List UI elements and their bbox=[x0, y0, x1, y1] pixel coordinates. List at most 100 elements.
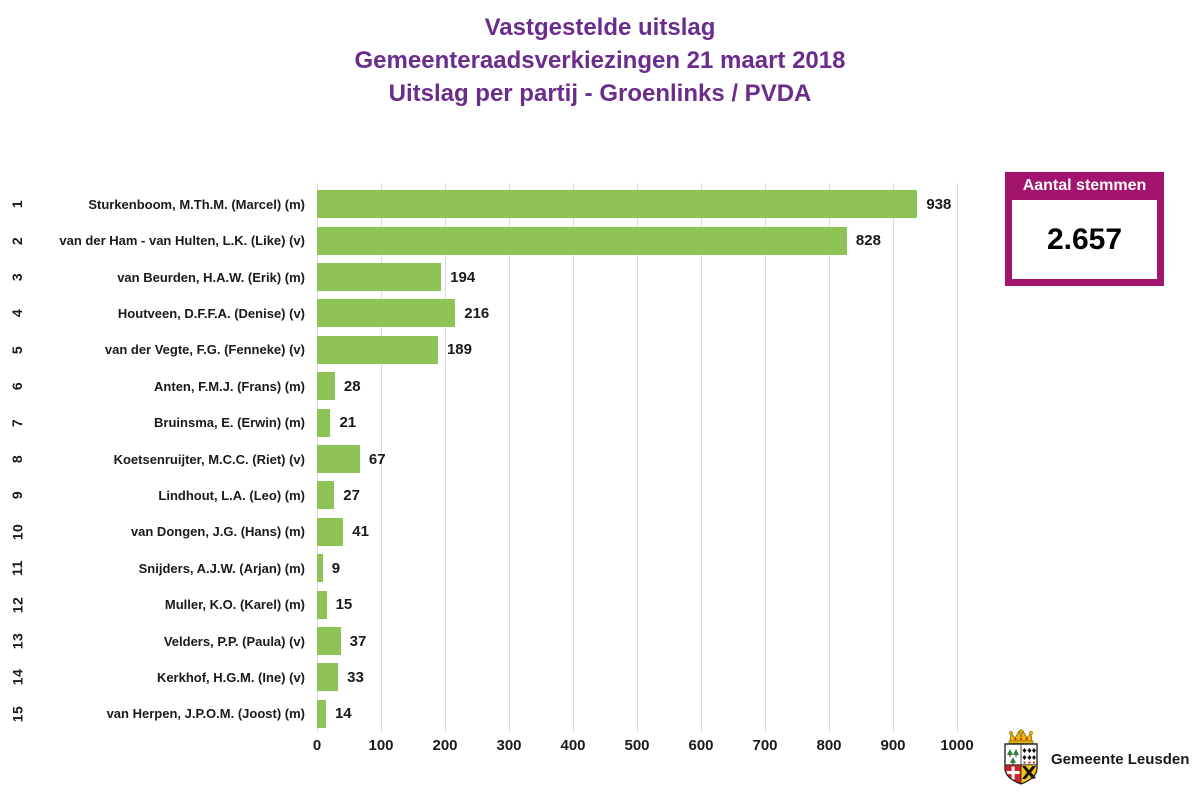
candidate-name-label: Anten, F.M.J. (Frans) (m) bbox=[154, 378, 305, 394]
bar-track: 15 bbox=[317, 586, 957, 622]
vote-bar bbox=[317, 445, 360, 474]
candidate-name-label: Sturkenboom, M.Th.M. (Marcel) (m) bbox=[88, 196, 305, 212]
gridline bbox=[828, 183, 830, 732]
chart-row: 10 van Dongen, J.G. (Hans) (m) 41 bbox=[0, 514, 1000, 550]
municipality-logo: Gemeente Leusden bbox=[1001, 728, 1189, 791]
chart-row: 1 Sturkenboom, M.Th.M. (Marcel) (m) 938 bbox=[0, 186, 1000, 222]
bar-track: 27 bbox=[317, 477, 957, 513]
gridline bbox=[636, 183, 638, 732]
bar-track: 938 bbox=[317, 186, 957, 222]
chart-row: 4 Houtveen, D.F.F.A. (Denise) (v) 216 bbox=[0, 295, 1000, 331]
vote-count-label: 37 bbox=[349, 632, 367, 650]
candidate-name-label: Muller, K.O. (Karel) (m) bbox=[164, 597, 305, 613]
title-line-3: Uitslag per partij - Groenlinks / PVDA bbox=[388, 80, 812, 107]
vote-bar bbox=[317, 517, 344, 546]
bar-track: 67 bbox=[317, 441, 957, 477]
chart-row: 14 Kerkhof, H.G.M. (Ine) (v) 33 bbox=[0, 659, 1000, 695]
candidate-name-label: Koetsenruijter, M.C.C. (Riet) (v) bbox=[113, 451, 305, 467]
coat-of-arms-icon bbox=[1001, 728, 1041, 791]
bar-track: 189 bbox=[317, 332, 957, 368]
candidate-name-label: Bruinsma, E. (Erwin) (m) bbox=[154, 415, 305, 431]
row-position-number: 7 bbox=[8, 418, 25, 427]
vote-bar bbox=[317, 263, 442, 292]
x-tick-label: 1000 bbox=[940, 737, 974, 754]
gridline bbox=[764, 183, 766, 732]
title-line-1: Vastgestelde uitslag bbox=[484, 14, 716, 41]
candidate-name-label: Houtveen, D.F.F.A. (Denise) (v) bbox=[117, 305, 305, 321]
gridline bbox=[444, 183, 446, 732]
bar-track: 37 bbox=[317, 623, 957, 659]
row-position-number: 12 bbox=[8, 596, 25, 613]
bar-track: 33 bbox=[317, 659, 957, 695]
vote-bar bbox=[317, 554, 323, 583]
vote-count-label: 14 bbox=[334, 705, 352, 723]
gridline bbox=[956, 183, 958, 732]
gridline bbox=[508, 183, 510, 732]
vote-bar bbox=[317, 372, 335, 401]
vote-count-label: 938 bbox=[926, 195, 952, 213]
vote-bar bbox=[317, 627, 341, 656]
vote-count-label: 189 bbox=[446, 341, 472, 359]
x-tick-label: 600 bbox=[688, 737, 714, 754]
row-position-number: 10 bbox=[8, 523, 25, 541]
row-position-number: 5 bbox=[8, 345, 25, 354]
row-position-number: 9 bbox=[8, 491, 25, 500]
total-votes-value: 2.657 bbox=[1012, 200, 1157, 279]
vote-count-label: 194 bbox=[450, 268, 476, 286]
vote-count-label: 27 bbox=[343, 486, 360, 504]
chart-row: 2 van der Ham - van Hulten, L.K. (Like) (… bbox=[0, 222, 1000, 258]
chart-row: 3 van Beurden, H.A.W. (Erik) (m) 194 bbox=[0, 259, 1000, 295]
vote-count-label: 9 bbox=[331, 559, 341, 577]
candidate-name-label: van Beurden, H.A.W. (Erik) (m) bbox=[117, 269, 305, 285]
vote-bar bbox=[317, 699, 326, 728]
bar-track: 28 bbox=[317, 368, 957, 404]
x-tick-label: 900 bbox=[880, 737, 906, 754]
chart-row: 15 van Herpen, J.P.O.M. (Joost) (m) 14 bbox=[0, 696, 1000, 732]
bar-track: 194 bbox=[317, 259, 957, 295]
vote-bar bbox=[317, 335, 438, 364]
vote-count-label: 41 bbox=[352, 523, 369, 541]
row-position-number: 11 bbox=[9, 560, 25, 577]
candidate-name-label: Kerkhof, H.G.M. (Ine) (v) bbox=[156, 669, 305, 685]
vote-count-label: 828 bbox=[855, 232, 881, 250]
candidate-name-label: Snijders, A.J.W. (Arjan) (m) bbox=[138, 560, 305, 576]
candidate-name-label: van Dongen, J.G. (Hans) (m) bbox=[130, 524, 305, 540]
row-position-number: 1 bbox=[8, 200, 25, 209]
candidate-name-label: van der Vegte, F.G. (Fenneke) (v) bbox=[104, 342, 305, 358]
chart-row: 7 Bruinsma, E. (Erwin) (m) 21 bbox=[0, 404, 1000, 440]
vote-bar bbox=[317, 408, 331, 437]
bar-track: 216 bbox=[317, 295, 957, 331]
chart-row: 12 Muller, K.O. (Karel) (m) 15 bbox=[0, 586, 1000, 622]
x-axis-tick-labels: 0 100 200 300 400 500 600 700 800 900 1000 bbox=[313, 737, 974, 757]
bar-track: 9 bbox=[317, 550, 957, 586]
bar-track: 828 bbox=[317, 222, 957, 258]
row-position-number: 8 bbox=[8, 454, 25, 464]
title-line-2: Gemeenteraadsverkiezingen 21 maart 2018 bbox=[354, 47, 846, 74]
row-position-number: 13 bbox=[8, 632, 25, 650]
total-votes-box: Aantal stemmen 2.657 bbox=[1005, 172, 1164, 286]
total-votes-label: Aantal stemmen bbox=[1022, 177, 1147, 194]
x-tick-label: 500 bbox=[624, 737, 650, 754]
bar-track: 14 bbox=[317, 696, 957, 732]
row-position-number: 6 bbox=[8, 382, 25, 391]
vote-count-label: 33 bbox=[347, 668, 364, 686]
row-position-number: 15 bbox=[8, 705, 25, 723]
row-position-number: 4 bbox=[8, 309, 25, 318]
chart-row: 11 Snijders, A.J.W. (Arjan) (m) 9 bbox=[0, 550, 1000, 586]
x-tick-label: 300 bbox=[496, 737, 522, 754]
candidate-name-label: van der Ham - van Hulten, L.K. (Like) (v… bbox=[59, 233, 305, 249]
vote-count-label: 216 bbox=[464, 304, 490, 322]
chart-row: 9 Lindhout, L.A. (Leo) (m) 27 bbox=[0, 477, 1000, 513]
x-tick-label: 400 bbox=[560, 737, 586, 754]
bar-track: 41 bbox=[317, 514, 957, 550]
vote-count-label: 67 bbox=[368, 450, 386, 468]
candidate-name-label: Velders, P.P. (Paula) (v) bbox=[163, 633, 305, 649]
vote-bar bbox=[317, 590, 327, 619]
vote-bar bbox=[317, 299, 456, 328]
vote-count-label: 21 bbox=[339, 414, 357, 432]
gridline bbox=[700, 183, 702, 732]
vote-bar bbox=[317, 481, 335, 510]
chart-row: 6 Anten, F.M.J. (Frans) (m) 28 bbox=[0, 368, 1000, 404]
row-position-number: 3 bbox=[8, 272, 25, 282]
